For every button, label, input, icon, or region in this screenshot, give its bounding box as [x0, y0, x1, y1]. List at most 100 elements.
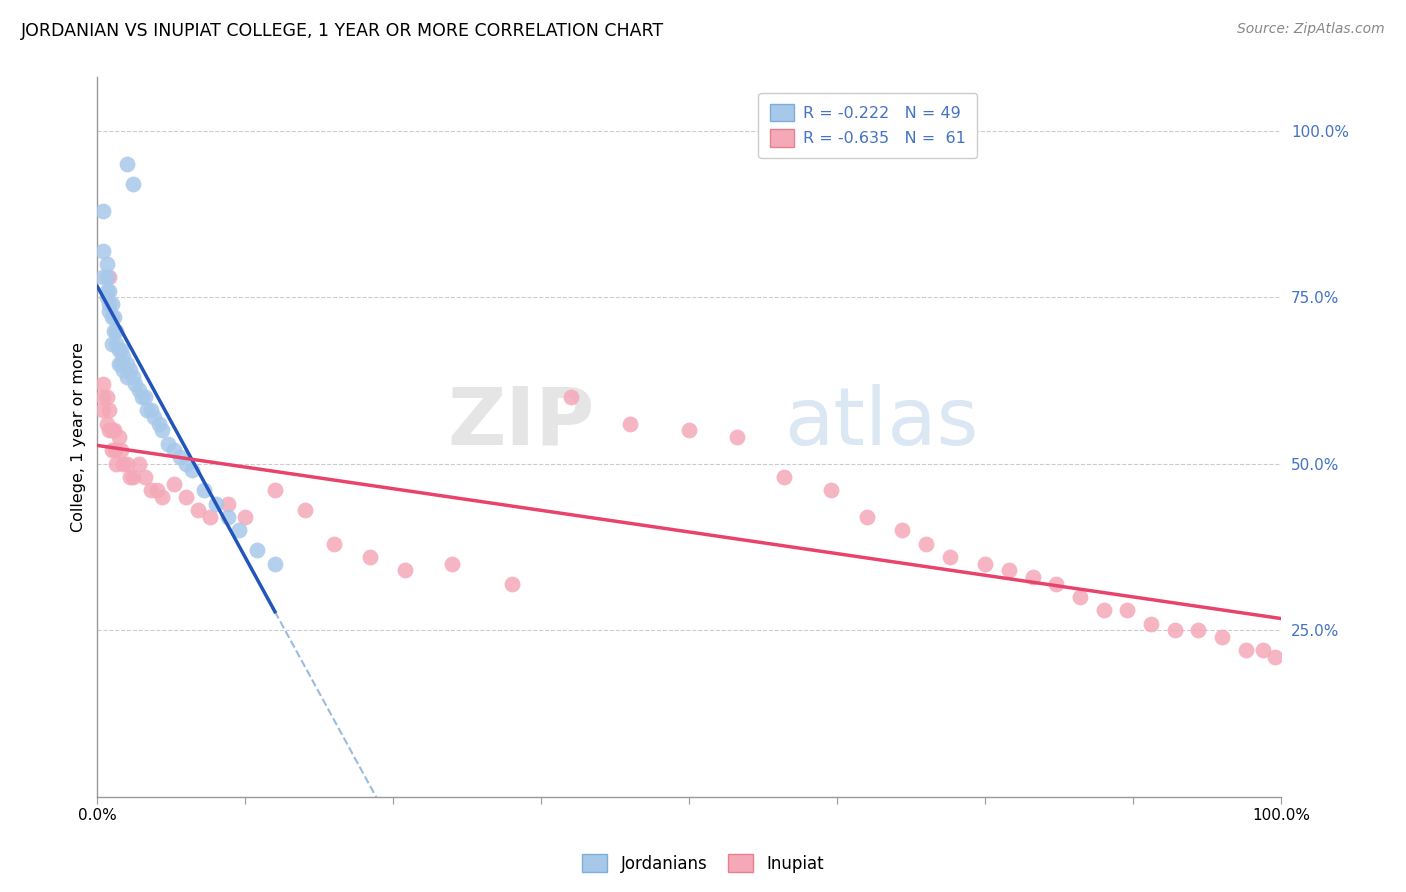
Point — [112, 457, 135, 471]
Point — [148, 417, 170, 431]
Point — [100, 297, 122, 311]
Point — [204, 497, 226, 511]
Point — [96, 290, 118, 304]
Point — [198, 510, 221, 524]
Point — [1234, 643, 1257, 657]
Point — [110, 443, 132, 458]
Point — [107, 343, 129, 358]
Point — [264, 483, 287, 498]
Point — [217, 510, 239, 524]
Point — [1140, 616, 1163, 631]
Point — [128, 384, 150, 398]
Point — [501, 576, 523, 591]
Text: atlas: atlas — [785, 384, 979, 462]
Point — [110, 343, 132, 358]
Point — [163, 476, 186, 491]
Point — [120, 363, 142, 377]
Legend: R = -0.222   N = 49, R = -0.635   N =  61: R = -0.222 N = 49, R = -0.635 N = 61 — [758, 93, 977, 158]
Point — [134, 390, 156, 404]
Point — [96, 417, 118, 431]
Point — [131, 390, 153, 404]
Point — [359, 549, 381, 564]
Point — [115, 357, 138, 371]
Point — [96, 284, 118, 298]
Point — [104, 443, 127, 458]
Point — [264, 557, 287, 571]
Point — [233, 510, 256, 524]
Point — [91, 403, 114, 417]
Point — [174, 457, 197, 471]
Point — [103, 424, 125, 438]
Point — [174, 490, 197, 504]
Point — [152, 490, 174, 504]
Point — [678, 424, 700, 438]
Point — [124, 376, 146, 391]
Point — [294, 503, 316, 517]
Point — [560, 390, 582, 404]
Point — [152, 424, 174, 438]
Text: ZIP: ZIP — [447, 384, 595, 462]
Point — [1092, 603, 1115, 617]
Point — [115, 157, 138, 171]
Point — [1187, 623, 1209, 637]
Point — [121, 177, 143, 191]
Point — [1163, 623, 1185, 637]
Point — [1253, 643, 1275, 657]
Point — [100, 336, 122, 351]
Point — [1116, 603, 1139, 617]
Point — [169, 450, 191, 464]
Point — [121, 370, 143, 384]
Point — [619, 417, 641, 431]
Point — [974, 557, 997, 571]
Point — [105, 457, 128, 471]
Point — [103, 324, 125, 338]
Point — [1211, 630, 1233, 644]
Point — [855, 510, 877, 524]
Text: JORDANIAN VS INUPIAT COLLEGE, 1 YEAR OR MORE CORRELATION CHART: JORDANIAN VS INUPIAT COLLEGE, 1 YEAR OR … — [21, 22, 664, 40]
Point — [98, 403, 121, 417]
Point — [820, 483, 842, 498]
Point — [91, 376, 114, 391]
Point — [115, 370, 138, 384]
Point — [725, 430, 748, 444]
Point — [217, 497, 239, 511]
Point — [1069, 590, 1091, 604]
Point — [441, 557, 464, 571]
Point — [323, 536, 346, 550]
Point — [891, 523, 914, 537]
Point — [105, 336, 128, 351]
Point — [773, 470, 796, 484]
Point — [915, 536, 938, 550]
Point — [98, 270, 121, 285]
Point — [139, 403, 162, 417]
Point — [1045, 576, 1067, 591]
Point — [96, 257, 118, 271]
Point — [91, 203, 114, 218]
Point — [96, 390, 118, 404]
Point — [107, 430, 129, 444]
Point — [128, 457, 150, 471]
Point — [91, 390, 114, 404]
Point — [1021, 570, 1043, 584]
Point — [121, 470, 143, 484]
Point — [394, 563, 416, 577]
Point — [938, 549, 960, 564]
Point — [228, 523, 250, 537]
Point — [187, 503, 209, 517]
Point — [246, 543, 269, 558]
Point — [98, 424, 121, 438]
Point — [107, 357, 129, 371]
Point — [139, 483, 162, 498]
Point — [112, 350, 135, 364]
Text: Source: ZipAtlas.com: Source: ZipAtlas.com — [1237, 22, 1385, 37]
Point — [105, 324, 128, 338]
Point — [100, 310, 122, 325]
Point — [193, 483, 215, 498]
Point — [134, 470, 156, 484]
Point — [136, 403, 159, 417]
Point — [98, 297, 121, 311]
Point — [143, 410, 166, 425]
Point — [98, 284, 121, 298]
Point — [100, 424, 122, 438]
Point — [112, 363, 135, 377]
